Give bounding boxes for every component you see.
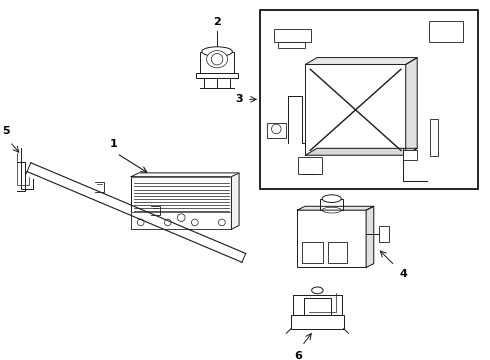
Polygon shape: [305, 58, 417, 64]
Bar: [328, 242, 347, 263]
Bar: [302, 242, 323, 263]
Text: 4: 4: [399, 269, 407, 279]
Bar: [131, 212, 231, 229]
Bar: [196, 73, 238, 78]
Polygon shape: [305, 148, 417, 155]
Text: 6: 6: [294, 351, 302, 360]
Ellipse shape: [312, 287, 323, 294]
Bar: [379, 226, 389, 242]
Bar: [298, 157, 322, 174]
Text: 3: 3: [235, 94, 243, 104]
Bar: [304, 298, 331, 315]
Bar: [131, 177, 231, 229]
Polygon shape: [406, 58, 417, 155]
Ellipse shape: [322, 195, 341, 202]
Bar: [14, 162, 25, 191]
Bar: [278, 42, 305, 48]
Bar: [429, 21, 463, 42]
Bar: [305, 64, 406, 155]
Bar: [430, 120, 438, 156]
Ellipse shape: [202, 47, 232, 57]
Bar: [320, 199, 343, 210]
Polygon shape: [366, 206, 374, 267]
Text: 1: 1: [110, 139, 118, 149]
Polygon shape: [297, 206, 374, 210]
Bar: [200, 51, 234, 78]
Polygon shape: [131, 173, 239, 177]
Bar: [403, 150, 416, 159]
Ellipse shape: [207, 51, 228, 68]
Text: 2: 2: [213, 17, 221, 27]
Text: 5: 5: [2, 126, 10, 136]
Bar: [297, 210, 366, 267]
Bar: [260, 10, 478, 189]
Bar: [267, 123, 286, 139]
Bar: [274, 29, 311, 42]
Ellipse shape: [322, 207, 341, 213]
Bar: [291, 315, 343, 329]
Polygon shape: [231, 173, 239, 229]
